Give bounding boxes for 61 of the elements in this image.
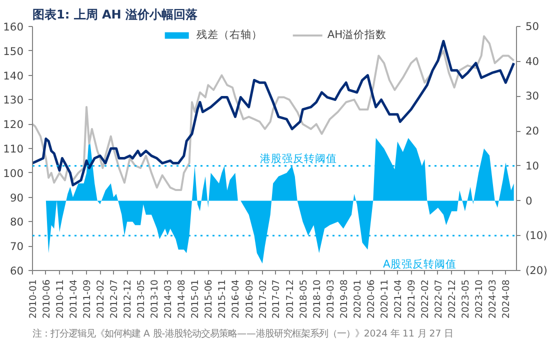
x-tick-label: 2010-06 [41, 279, 52, 318]
ref-line-label: A股强反转阈值 [383, 258, 456, 271]
x-tick-label: 2021-04 [392, 279, 404, 318]
x-tick-label: 2023-10 [474, 279, 486, 318]
x-tick-label: 2013-10 [150, 279, 161, 318]
x-tick-label: 2013-05 [136, 279, 148, 318]
y-tick-label: 60 [10, 264, 24, 278]
x-tick-label: 2024-08 [501, 279, 512, 318]
y-tick-label: 120 [3, 118, 24, 132]
x-tick-label: 2010-11 [55, 279, 66, 318]
x-tick-label: 2022-12 [447, 279, 458, 318]
x-tick-label: 2012-12 [122, 279, 134, 318]
x-tick-label: 2010-01 [28, 279, 39, 318]
y-tick-label: 70 [10, 240, 24, 254]
x-tick-label: 2017-07 [271, 279, 282, 318]
y2-tick-label: (20) [526, 264, 548, 277]
x-tick-label: 2017-12 [284, 279, 296, 318]
legend-label: 残差（右轴） [196, 28, 262, 42]
x-tick-label: 2018-10 [312, 279, 323, 318]
x-tick-label: 2019-08 [338, 279, 350, 318]
x-tick-label: 2015-06 [204, 279, 215, 318]
y2-tick-label: 40 [526, 54, 540, 68]
x-tick-label: 2017-02 [258, 279, 269, 318]
legend-label: AH溢价指数 [327, 28, 387, 42]
y-tick-label: 100 [3, 166, 24, 180]
x-tick-label: 2023-05 [460, 279, 472, 318]
y2-tick-label: (10) [526, 229, 548, 242]
x-tick-label: 2015-11 [217, 279, 228, 318]
y-tick-label: 80 [10, 216, 24, 229]
x-tick-label: 2012-07 [109, 279, 120, 318]
y-tick-label: 150 [3, 44, 24, 58]
x-tick-label: 2015-01 [190, 279, 202, 318]
x-tick-label: 2021-09 [406, 279, 418, 318]
y-tick-label: 110 [3, 142, 24, 156]
text: 注：打分逻辑见《如何构建 A 股-港股轮动交易策略——港股研究框架系列（一）》2024 年 11 月 27 日 [32, 328, 454, 340]
x-tick-label: 2018-05 [298, 279, 310, 318]
x-tick-label: 2016-09 [244, 279, 256, 318]
y2-tick-label: 30 [526, 90, 540, 103]
y-tick-label: 130 [3, 94, 24, 107]
y-tick-label: 160 [3, 20, 24, 34]
x-tick-label: 2014-08 [176, 279, 188, 318]
y-tick-label: 140 [3, 69, 24, 82]
y2-tick-label: 10 [526, 159, 540, 172]
x-tick-label: 2020-06 [366, 279, 377, 318]
x-tick-label: 2020-11 [380, 279, 391, 318]
x-tick-label: 2011-09 [82, 279, 94, 318]
x-tick-label: 2012-02 [96, 279, 107, 318]
chart-title: 图表1: 上周 AH 溢价小幅回落 [32, 8, 199, 22]
x-tick-label: 2016-04 [230, 279, 242, 318]
x-tick-label: 2014-03 [163, 279, 174, 318]
y2-tick-label: 0 [526, 194, 532, 208]
x-tick-label: 2020-01 [352, 279, 364, 318]
y2-tick-label: 50 [526, 20, 540, 33]
x-tick-label: 2022-02 [420, 279, 432, 318]
x-tick-label: 2022-07 [433, 279, 444, 318]
x-tick-label: 2024-03 [488, 279, 499, 318]
x-tick-label: 2019-03 [325, 279, 336, 318]
x-tick-label: 2011-04 [68, 279, 80, 318]
y2-tick-label: 20 [526, 124, 540, 138]
ref-line-label: 港股强反转阈值 [260, 152, 338, 165]
y-tick-label: 90 [10, 191, 24, 204]
